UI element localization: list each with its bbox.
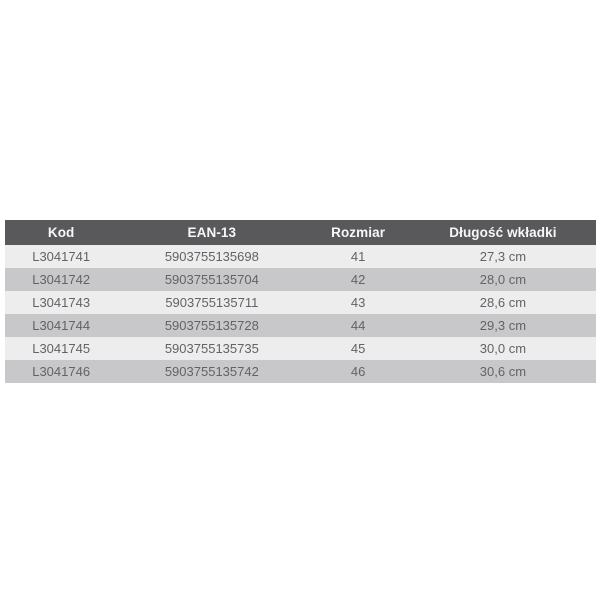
table-row: L3041743 5903755135711 43 28,6 cm: [5, 291, 596, 314]
cell-ean13: 5903755135742: [117, 360, 307, 383]
product-size-table-container: Kod EAN-13 Rozmiar Długość wkładki L3041…: [5, 220, 596, 383]
cell-rozmiar: 41: [306, 245, 410, 268]
cell-kod: L3041746: [5, 360, 118, 383]
cell-rozmiar: 44: [306, 314, 410, 337]
cell-ean13: 5903755135728: [117, 314, 307, 337]
table-body: L3041741 5903755135698 41 27,3 cm L30417…: [5, 245, 596, 383]
column-header-rozmiar: Rozmiar: [306, 220, 410, 245]
column-header-ean13: EAN-13: [117, 220, 307, 245]
size-table: Kod EAN-13 Rozmiar Długość wkładki L3041…: [5, 220, 596, 383]
column-header-kod: Kod: [5, 220, 118, 245]
cell-dlugosc: 29,3 cm: [409, 314, 596, 337]
cell-kod: L3041743: [5, 291, 118, 314]
cell-rozmiar: 43: [306, 291, 410, 314]
cell-kod: L3041741: [5, 245, 118, 268]
cell-dlugosc: 30,0 cm: [409, 337, 596, 360]
cell-ean13: 5903755135698: [117, 245, 307, 268]
cell-kod: L3041742: [5, 268, 118, 291]
cell-kod: L3041745: [5, 337, 118, 360]
cell-ean13: 5903755135711: [117, 291, 307, 314]
column-header-dlugosc-wkladki: Długość wkładki: [409, 220, 596, 245]
cell-ean13: 5903755135704: [117, 268, 307, 291]
table-header-row: Kod EAN-13 Rozmiar Długość wkładki: [5, 220, 596, 245]
cell-dlugosc: 30,6 cm: [409, 360, 596, 383]
cell-rozmiar: 45: [306, 337, 410, 360]
cell-dlugosc: 28,6 cm: [409, 291, 596, 314]
cell-kod: L3041744: [5, 314, 118, 337]
table-row: L3041745 5903755135735 45 30,0 cm: [5, 337, 596, 360]
table-row: L3041746 5903755135742 46 30,6 cm: [5, 360, 596, 383]
table-row: L3041744 5903755135728 44 29,3 cm: [5, 314, 596, 337]
table-header: Kod EAN-13 Rozmiar Długość wkładki: [5, 220, 596, 245]
table-row: L3041742 5903755135704 42 28,0 cm: [5, 268, 596, 291]
cell-ean13: 5903755135735: [117, 337, 307, 360]
table-row: L3041741 5903755135698 41 27,3 cm: [5, 245, 596, 268]
cell-rozmiar: 46: [306, 360, 410, 383]
cell-dlugosc: 27,3 cm: [409, 245, 596, 268]
cell-dlugosc: 28,0 cm: [409, 268, 596, 291]
cell-rozmiar: 42: [306, 268, 410, 291]
